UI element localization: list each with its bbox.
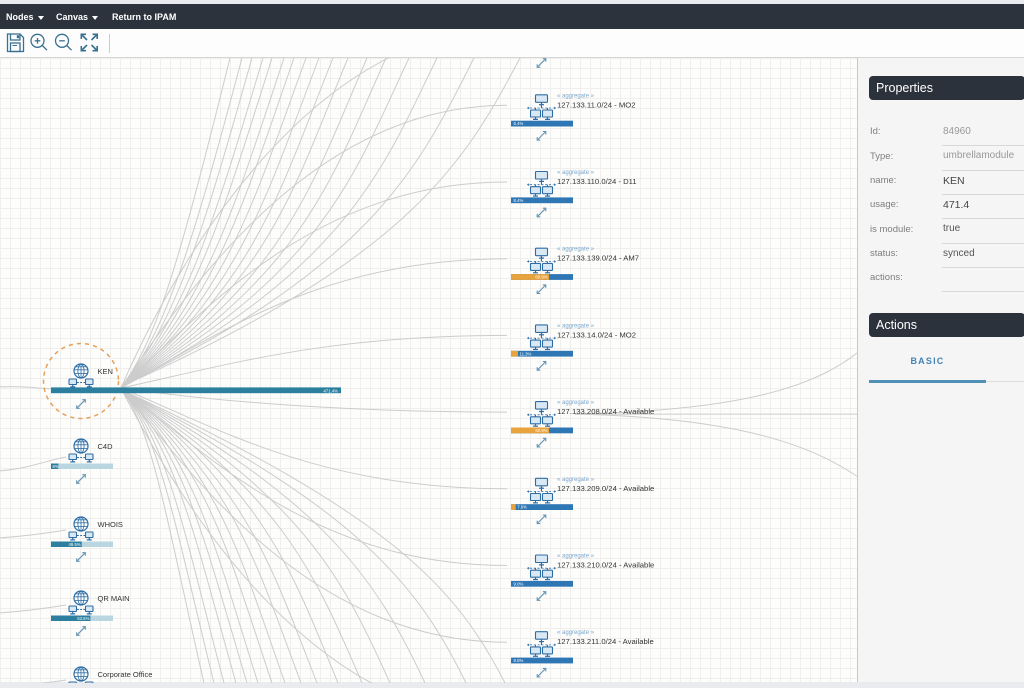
svg-text:127.133.210.0/24 - Available: 127.133.210.0/24 - Available <box>557 561 654 570</box>
svg-text:8.5%: 8.5% <box>514 658 524 663</box>
svg-text:8%: 8% <box>53 464 59 469</box>
svg-text:Corporate Office: Corporate Office <box>98 670 153 679</box>
svg-text:KEN: KEN <box>98 367 113 376</box>
svg-text:QR MAIN: QR MAIN <box>98 594 130 603</box>
svg-text:127.133.110.0/24 - D11: 127.133.110.0/24 - D11 <box>557 177 637 186</box>
svg-text:« aggregate »: « aggregate » <box>557 323 595 329</box>
svg-text:5.4%: 5.4% <box>514 121 524 126</box>
svg-text:11.3%: 11.3% <box>520 351 532 356</box>
svg-text:« aggregate »: « aggregate » <box>557 477 595 483</box>
svg-text:8.4%: 8.4% <box>514 198 524 203</box>
svg-text:7.6%: 7.6% <box>517 505 527 510</box>
svg-text:C4D: C4D <box>98 442 114 451</box>
svg-text:63.5%: 63.5% <box>77 616 89 621</box>
svg-text:127.133.209.0/24 - Available: 127.133.209.0/24 - Available <box>557 484 654 493</box>
svg-text:« aggregate »: « aggregate » <box>557 554 595 560</box>
svg-text:471.4%: 471.4% <box>323 388 338 393</box>
svg-text:127.133.11.0/24 - MO2: 127.133.11.0/24 - MO2 <box>557 100 636 109</box>
svg-text:« aggregate »: « aggregate » <box>557 93 595 99</box>
svg-text:60.9%: 60.9% <box>535 275 547 280</box>
svg-text:60.9%: 60.9% <box>535 428 547 433</box>
svg-text:49.5%: 49.5% <box>69 542 81 547</box>
svg-text:WHOIS: WHOIS <box>98 520 123 529</box>
svg-text:« aggregate »: « aggregate » <box>557 247 595 253</box>
svg-text:« aggregate »: « aggregate » <box>557 400 595 406</box>
svg-text:127.133.139.0/24 - AM7: 127.133.139.0/24 - AM7 <box>557 254 639 263</box>
svg-text:« aggregate »: « aggregate » <box>557 170 595 176</box>
svg-text:9.0%: 9.0% <box>514 581 524 586</box>
svg-text:127.133.14.0/24 - MO2: 127.133.14.0/24 - MO2 <box>557 330 636 339</box>
svg-text:« aggregate »: « aggregate » <box>557 630 595 636</box>
svg-text:127.133.211.0/24 - Available: 127.133.211.0/24 - Available <box>557 637 654 646</box>
svg-text:127.133.208.0/24 - Available: 127.133.208.0/24 - Available <box>557 407 654 416</box>
